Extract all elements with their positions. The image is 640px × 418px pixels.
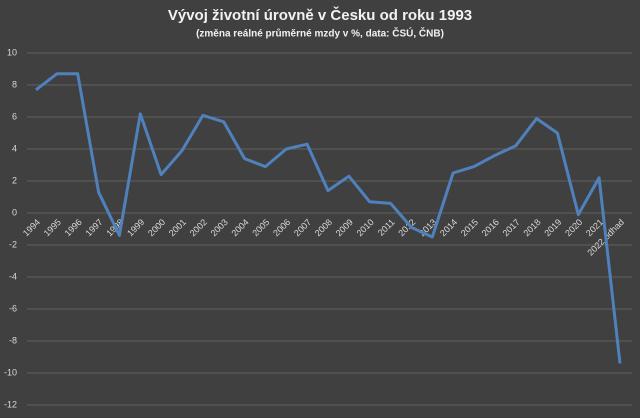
y-tick-label: 0 <box>12 207 17 217</box>
y-tick-label: 6 <box>12 111 17 121</box>
y-tick-label: -8 <box>9 335 17 345</box>
y-tick-label: 10 <box>7 47 17 57</box>
chart-subtitle: (změna reálné průměrné mzdy v %, data: Č… <box>196 27 444 40</box>
y-tick-label: -4 <box>9 271 17 281</box>
y-tick-label: -2 <box>9 239 17 249</box>
y-tick-label: 4 <box>12 143 17 153</box>
chart-title: Vývoj životní úrovně v Česku od roku 199… <box>168 6 472 24</box>
data-line <box>35 72 622 364</box>
y-tick-label: -10 <box>4 367 17 377</box>
y-tick-label: -6 <box>9 303 17 313</box>
y-tick-label: 8 <box>12 79 17 89</box>
y-tick-label: -12 <box>4 399 17 409</box>
y-tick-label: 2 <box>12 175 17 185</box>
